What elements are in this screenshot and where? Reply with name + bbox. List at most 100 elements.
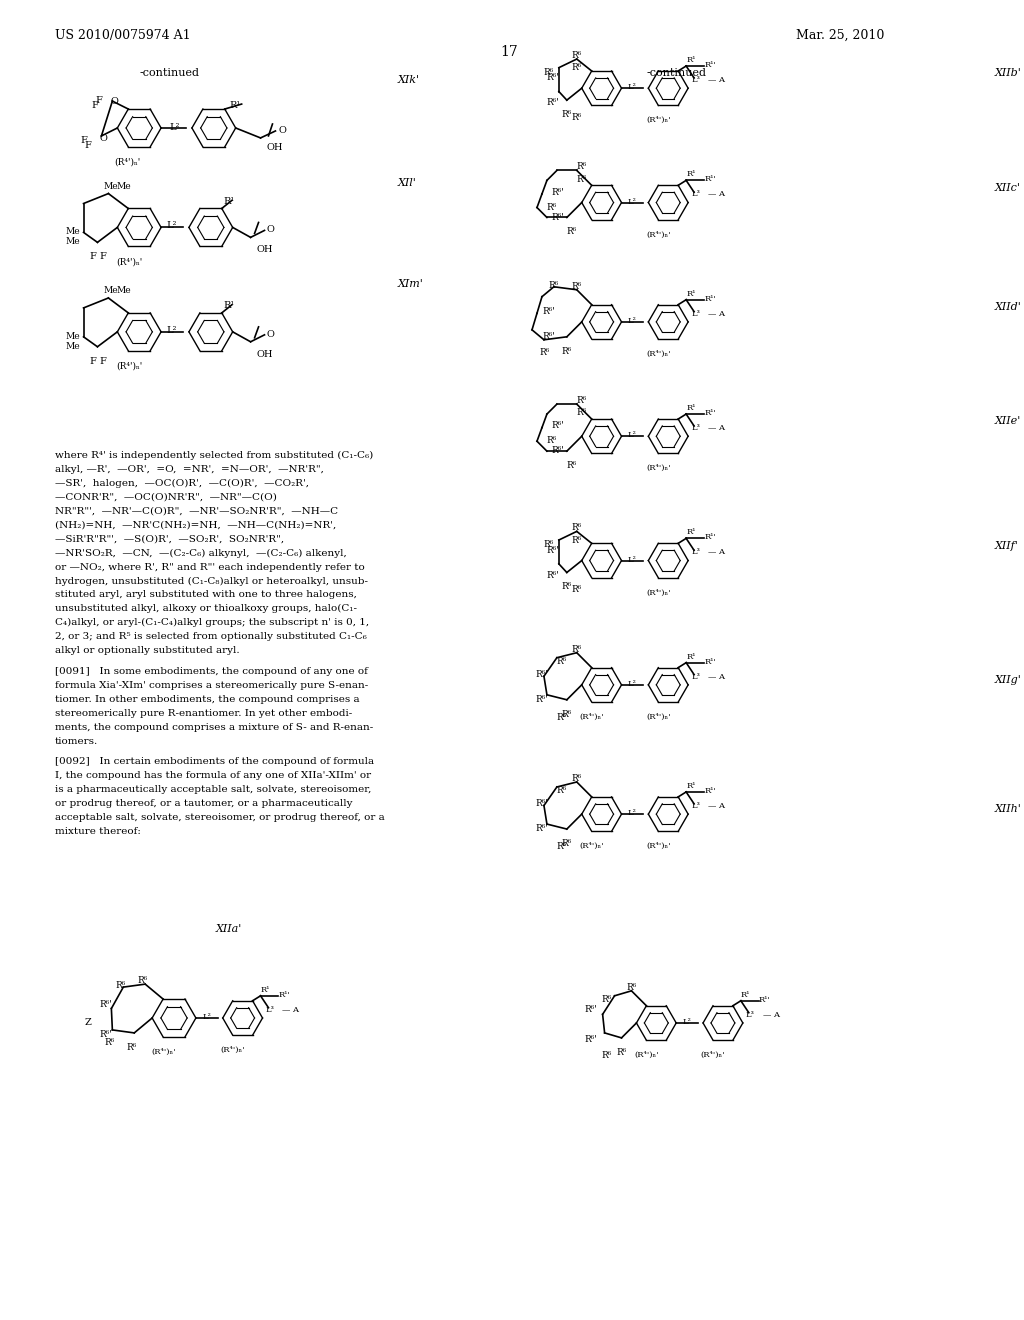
Text: R⁶: R⁶ xyxy=(557,787,567,795)
Text: hydrogen, unsubstituted (C₁-C₈)alkyl or heteroalkyl, unsub-: hydrogen, unsubstituted (C₁-C₈)alkyl or … xyxy=(54,577,368,586)
Text: -continued: -continued xyxy=(646,69,707,78)
Text: R⁶': R⁶' xyxy=(535,694,548,704)
Text: R⁶: R⁶ xyxy=(562,840,572,847)
Text: XIIf': XIIf' xyxy=(994,541,1018,550)
Text: XIIb': XIIb' xyxy=(994,69,1021,78)
Text: L³: L³ xyxy=(745,1011,755,1019)
Text: R⁶': R⁶' xyxy=(547,74,560,82)
Text: — A: — A xyxy=(708,190,725,198)
Text: XIIa': XIIa' xyxy=(216,924,242,933)
Text: R⁶: R⁶ xyxy=(539,347,549,356)
Text: R⁶: R⁶ xyxy=(567,461,578,470)
Text: — A: — A xyxy=(708,77,725,84)
Text: L²: L² xyxy=(628,680,637,688)
Text: R¹: R¹ xyxy=(224,301,234,310)
Text: — A: — A xyxy=(708,310,725,318)
Text: R¹: R¹ xyxy=(260,986,270,994)
Text: R⁶: R⁶ xyxy=(571,536,582,545)
Text: L²: L² xyxy=(683,1018,691,1026)
Text: R⁶: R⁶ xyxy=(571,63,582,73)
Text: R¹': R¹' xyxy=(705,294,716,302)
Text: XIIh': XIIh' xyxy=(994,804,1021,814)
Text: R⁶': R⁶' xyxy=(535,671,548,678)
Text: L²: L² xyxy=(628,809,637,817)
Text: R⁶: R⁶ xyxy=(116,981,126,990)
Text: R¹: R¹ xyxy=(686,528,695,536)
Text: (R⁴')ₙ': (R⁴')ₙ' xyxy=(646,350,671,358)
Text: (R⁴')ₙ': (R⁴')ₙ' xyxy=(580,713,604,721)
Text: L²: L² xyxy=(628,198,637,206)
Text: (R⁴')ₙ': (R⁴')ₙ' xyxy=(646,589,671,597)
Text: tiomers.: tiomers. xyxy=(54,737,98,746)
Text: or prodrug thereof, or a tautomer, or a pharmaceutically: or prodrug thereof, or a tautomer, or a … xyxy=(54,799,352,808)
Text: XIm': XIm' xyxy=(397,279,424,289)
Text: R⁶': R⁶' xyxy=(542,331,555,341)
Text: L³: L³ xyxy=(691,77,700,84)
Text: Me: Me xyxy=(117,286,131,296)
Text: R¹: R¹ xyxy=(229,102,241,110)
Text: Me: Me xyxy=(66,331,80,341)
Text: R¹': R¹' xyxy=(279,991,291,999)
Text: (R⁴')ₙ': (R⁴')ₙ' xyxy=(646,231,671,239)
Text: R¹: R¹ xyxy=(686,781,695,789)
Text: formula Xia'-XIm' comprises a stereomerically pure S-enan-: formula Xia'-XIm' comprises a stereomeri… xyxy=(54,681,368,690)
Text: OH: OH xyxy=(257,246,273,255)
Text: R⁶': R⁶' xyxy=(552,187,564,197)
Text: (R⁴')ₙ': (R⁴')ₙ' xyxy=(152,1048,176,1056)
Text: R⁶': R⁶' xyxy=(535,799,548,808)
Text: R⁶: R⁶ xyxy=(571,644,582,653)
Text: R⁶: R⁶ xyxy=(602,1051,612,1060)
Text: R⁶: R⁶ xyxy=(557,713,567,722)
Text: Me: Me xyxy=(66,227,80,236)
Text: R⁶: R⁶ xyxy=(577,174,587,183)
Text: XIId': XIId' xyxy=(994,302,1021,312)
Text: R⁶: R⁶ xyxy=(547,202,557,211)
Text: (NH₂)=NH,  —NR'C(NH₂)=NH,  —NH—C(NH₂)=NR',: (NH₂)=NH, —NR'C(NH₂)=NH, —NH—C(NH₂)=NR', xyxy=(54,521,336,529)
Text: O: O xyxy=(266,226,274,235)
Text: R¹': R¹' xyxy=(705,787,716,795)
Text: —SiR'R"R"',  —S(O)R',  —SO₂R',  SO₂NR'R",: —SiR'R"R"', —S(O)R', —SO₂R', SO₂NR'R", xyxy=(54,535,284,544)
Text: R⁶: R⁶ xyxy=(562,347,572,356)
Text: R¹: R¹ xyxy=(740,991,751,999)
Text: R¹: R¹ xyxy=(224,197,234,206)
Text: R⁶: R⁶ xyxy=(571,281,582,290)
Text: L²: L² xyxy=(203,1012,211,1022)
Text: R⁶: R⁶ xyxy=(627,983,637,991)
Text: XIIg': XIIg' xyxy=(994,675,1021,685)
Text: —CONR'R",  —OC(O)NR'R",  —NR"—C(O): —CONR'R", —OC(O)NR'R", —NR"—C(O) xyxy=(54,492,276,502)
Text: — A: — A xyxy=(708,548,725,556)
Text: L³: L³ xyxy=(691,801,700,810)
Text: L²: L² xyxy=(170,123,180,132)
Text: Me: Me xyxy=(66,238,80,247)
Text: R⁶: R⁶ xyxy=(577,396,587,405)
Text: R⁶: R⁶ xyxy=(557,657,567,667)
Text: R⁶: R⁶ xyxy=(557,842,567,851)
Text: (R⁴')ₙ': (R⁴')ₙ' xyxy=(116,257,142,267)
Text: R⁶': R⁶' xyxy=(542,308,555,315)
Text: R⁶': R⁶' xyxy=(535,824,548,833)
Text: L²: L² xyxy=(628,83,637,91)
Text: XIIe': XIIe' xyxy=(994,416,1021,426)
Text: US 2010/0075974 A1: US 2010/0075974 A1 xyxy=(54,29,190,41)
Text: [0091]   In some embodiments, the compound of any one of: [0091] In some embodiments, the compound… xyxy=(54,667,368,676)
Text: R¹': R¹' xyxy=(705,409,716,417)
Text: — A: — A xyxy=(763,1011,779,1019)
Text: O: O xyxy=(279,125,287,135)
Text: unsubstituted alkyl, alkoxy or thioalkoxy groups, halo(C₁-: unsubstituted alkyl, alkoxy or thioalkox… xyxy=(54,605,356,614)
Text: Mar. 25, 2010: Mar. 25, 2010 xyxy=(796,29,884,41)
Text: R⁶': R⁶' xyxy=(547,98,560,107)
Text: stereomerically pure R-enantiomer. In yet other embodi-: stereomerically pure R-enantiomer. In ye… xyxy=(54,709,352,718)
Text: — A: — A xyxy=(708,673,725,681)
Text: R⁶: R⁶ xyxy=(562,582,572,591)
Text: L³: L³ xyxy=(691,548,700,556)
Text: O: O xyxy=(99,133,108,143)
Text: L³: L³ xyxy=(691,310,700,318)
Text: (R⁴')ₙ': (R⁴')ₙ' xyxy=(700,1051,725,1059)
Text: Me: Me xyxy=(103,286,118,296)
Text: R¹: R¹ xyxy=(686,55,695,65)
Text: F: F xyxy=(91,102,98,110)
Text: R¹: R¹ xyxy=(686,170,695,178)
Text: L²: L² xyxy=(167,326,177,335)
Text: XIk': XIk' xyxy=(397,75,420,86)
Text: R⁶': R⁶' xyxy=(552,446,564,455)
